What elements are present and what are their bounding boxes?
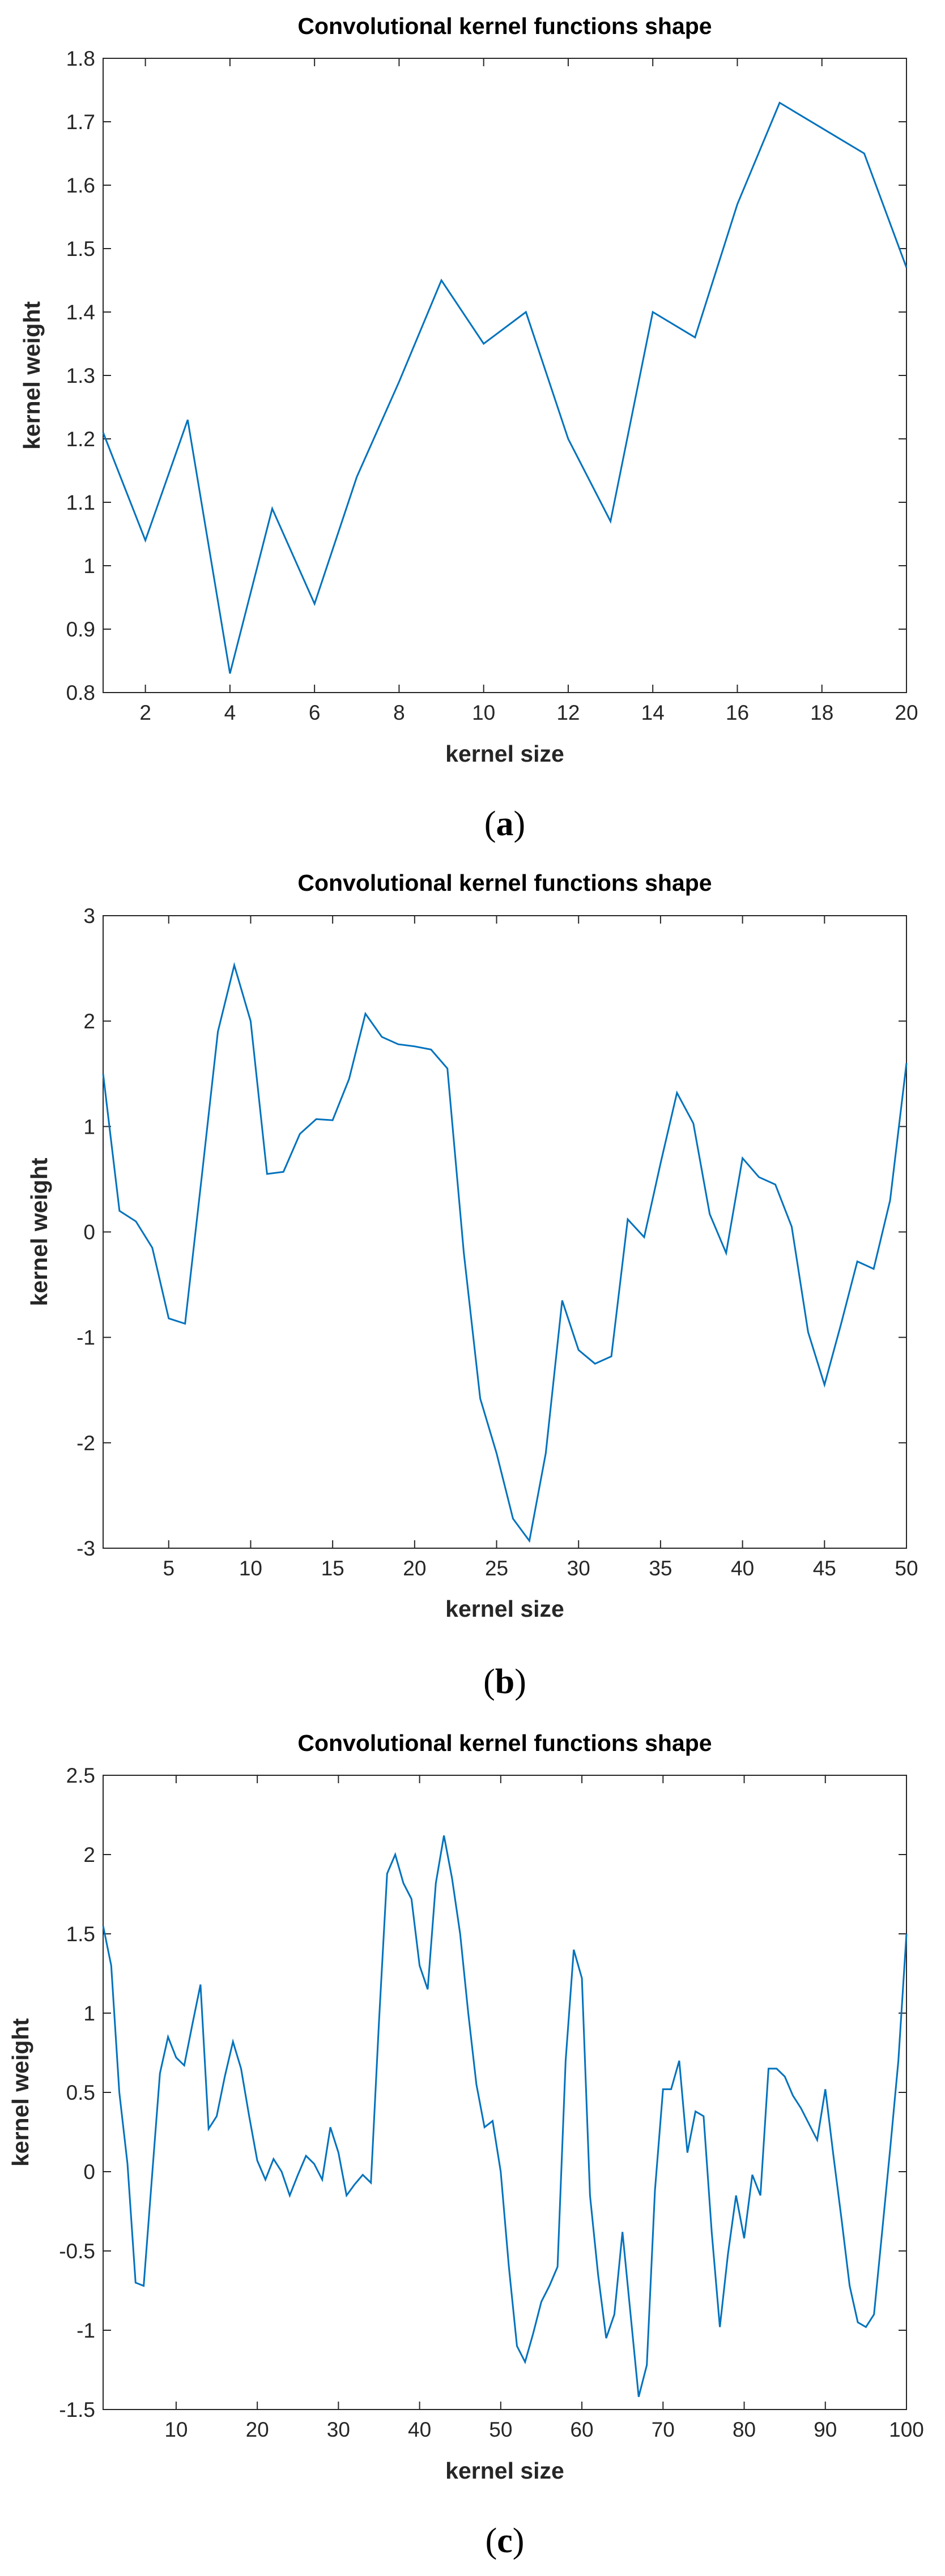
y-tick-label: 2 <box>83 1010 95 1033</box>
caption: (c) <box>486 2522 525 2560</box>
y-tick-label: 2 <box>83 1843 95 1866</box>
caption-close-paren: ) <box>514 805 526 843</box>
caption-letter: b <box>495 1663 514 1701</box>
y-tick-label: 0.5 <box>66 2081 95 2104</box>
caption-open-paren: ( <box>483 1663 495 1701</box>
x-tick-label: 20 <box>246 2418 269 2441</box>
y-tick-label: 1.5 <box>66 237 95 260</box>
series-line <box>102 101 908 674</box>
x-axis-label: kernel size <box>445 2458 564 2484</box>
y-tick-label: 1.3 <box>66 364 95 387</box>
caption-letter: c <box>497 2522 513 2560</box>
y-tick-label: -1 <box>76 2319 95 2342</box>
y-tick-label: -1 <box>76 1326 95 1349</box>
y-tick-label: 1.5 <box>66 1923 95 1946</box>
x-tick-label: 5 <box>163 1557 174 1580</box>
y-tick-label: 2.5 <box>66 1764 95 1787</box>
chart-c: 10 20 30 40 50 60 70 80 90 100 -1.5 -1 -0.5 0 0.5 1 1.5 2… <box>7 1730 924 2560</box>
series-line <box>102 1835 908 2397</box>
y-tick-label: 0.8 <box>66 681 95 704</box>
x-tick-label: 60 <box>570 2418 593 2441</box>
x-tick-label: 14 <box>641 701 665 724</box>
y-axis-label: kernel weight <box>7 2018 33 2167</box>
y-tick-label: 1.1 <box>66 491 95 514</box>
y-tick-label: -0.5 <box>59 2240 95 2263</box>
y-tick-label: 1.8 <box>66 47 95 70</box>
x-tick-label: 50 <box>489 2418 512 2441</box>
plot-area <box>103 58 907 693</box>
x-tick-label: 10 <box>164 2418 188 2441</box>
x-tick-label: 70 <box>652 2418 675 2441</box>
x-tick-label: 40 <box>408 2418 431 2441</box>
x-tick-label: 15 <box>321 1557 344 1580</box>
y-axis-label: kernel weight <box>19 301 45 450</box>
y-tick-label: -3 <box>76 1537 95 1560</box>
x-tick-label: 30 <box>327 2418 350 2441</box>
caption: (b) <box>483 1663 526 1701</box>
x-tick-label: 35 <box>649 1557 672 1580</box>
chart-b: 5 10 15 20 25 30 35 40 45 50 -3 -2 -1 0 1 2 3 Convolution… <box>26 870 918 1701</box>
x-tick-label: 100 <box>889 2418 924 2441</box>
x-tick-label: 10 <box>472 701 495 724</box>
y-tick-label: 1 <box>83 1115 95 1138</box>
x-tick-label: 12 <box>556 701 580 724</box>
plot-area <box>103 1775 907 2410</box>
x-axis-label: kernel size <box>445 1596 564 1622</box>
x-tick-label: 2 <box>139 701 151 724</box>
x-tick-label: 18 <box>810 701 833 724</box>
x-tick-label: 4 <box>224 701 236 724</box>
x-tick-label: 20 <box>403 1557 426 1580</box>
y-tick-label: 1.2 <box>66 428 95 451</box>
x-tick-label: 45 <box>813 1557 836 1580</box>
y-tick-label: 0 <box>83 2160 95 2184</box>
x-tick-label: 8 <box>393 701 405 724</box>
caption: (a) <box>484 805 525 843</box>
x-tick-label: 10 <box>239 1557 262 1580</box>
chart-title: Convolutional kernel functions shape <box>297 13 712 39</box>
chart-title: Convolutional kernel functions shape <box>297 1730 712 1756</box>
y-tick-label: 1.4 <box>66 301 95 324</box>
x-tick-label: 25 <box>485 1557 508 1580</box>
x-tick-label: 6 <box>309 701 321 724</box>
x-tick-label: 30 <box>567 1557 590 1580</box>
y-tick-label: 1.6 <box>66 174 95 197</box>
series-line <box>102 962 908 1543</box>
y-tick-label: 3 <box>83 904 95 928</box>
y-tick-label: 0.9 <box>66 618 95 641</box>
y-tick-label: -2 <box>76 1432 95 1455</box>
y-tick-label: -1.5 <box>59 2398 95 2421</box>
x-tick-label: 20 <box>895 701 918 724</box>
caption-open-paren: ( <box>484 805 496 843</box>
x-axis-label: kernel size <box>445 741 564 767</box>
y-tick-label: 1 <box>83 554 95 578</box>
chart-a: 2 4 6 8 10 12 14 16 18 20 0.8 0.9 1 1.1 1.2 1.3 1.4 1.5 1.… <box>19 13 918 843</box>
y-tick-label: 1 <box>83 2002 95 2025</box>
caption-letter: a <box>496 805 514 843</box>
caption-close-paren: ) <box>514 1663 526 1701</box>
x-tick-label: 16 <box>726 701 749 724</box>
x-tick-label: 50 <box>895 1557 918 1580</box>
y-tick-label: 0 <box>83 1221 95 1244</box>
caption-close-paren: ) <box>513 2522 525 2560</box>
y-axis-label: kernel weight <box>26 1157 52 1306</box>
x-tick-label: 80 <box>733 2418 756 2441</box>
caption-open-paren: ( <box>486 2522 497 2560</box>
chart-title: Convolutional kernel functions shape <box>297 870 712 896</box>
x-tick-label: 40 <box>731 1557 754 1580</box>
x-tick-label: 90 <box>814 2418 837 2441</box>
y-tick-label: 1.7 <box>66 110 95 134</box>
plot-area <box>103 915 907 1549</box>
